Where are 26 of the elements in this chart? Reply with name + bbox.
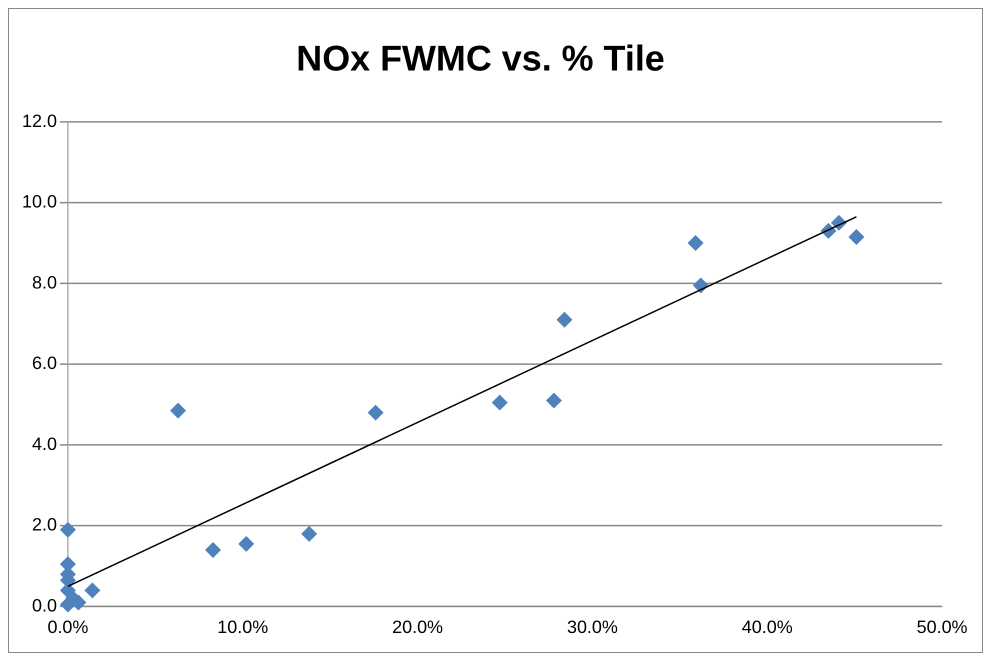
point bbox=[301, 526, 318, 542]
x-tick-label: 10.0% bbox=[217, 617, 268, 638]
y-tick-label: 6.0 bbox=[32, 353, 57, 374]
point bbox=[546, 392, 562, 409]
point bbox=[84, 582, 100, 598]
x-tick-label: 40.0% bbox=[742, 617, 793, 638]
y-tick-label: 12.0 bbox=[22, 110, 57, 131]
point bbox=[368, 404, 384, 421]
point bbox=[205, 542, 222, 558]
point bbox=[492, 394, 508, 411]
point bbox=[60, 522, 76, 538]
y-tick-label: 8.0 bbox=[32, 272, 57, 292]
x-tick-label: 50.0% bbox=[916, 617, 968, 638]
chart-title: NOx FWMC vs. % Tile bbox=[296, 38, 665, 78]
x-tick-label: 0.0% bbox=[47, 617, 88, 638]
point bbox=[170, 402, 186, 419]
point bbox=[688, 235, 704, 251]
y-tick-label: 0.0 bbox=[32, 596, 57, 616]
point bbox=[848, 228, 864, 245]
x-tick-label: 30.0% bbox=[566, 617, 618, 638]
y-tick-label: 10.0 bbox=[22, 192, 57, 212]
x-tick-label: 20.0% bbox=[392, 617, 444, 638]
y-tick-label: 2.0 bbox=[32, 514, 57, 535]
point bbox=[238, 536, 254, 552]
point bbox=[556, 312, 572, 328]
y-tick-label: 4.0 bbox=[32, 434, 57, 454]
